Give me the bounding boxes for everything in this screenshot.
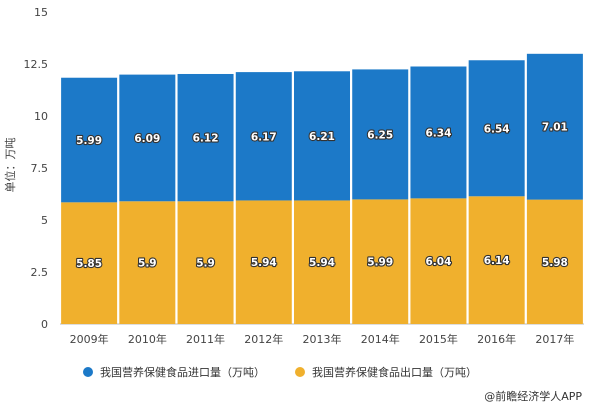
bar-data-label: 6.21 [309, 131, 335, 143]
bar-data-label: 6.17 [251, 131, 277, 143]
x-tick-label: 2009年 [70, 332, 109, 346]
x-tick-label: 2015年 [419, 332, 458, 346]
bar-data-label: 6.12 [193, 133, 219, 145]
legend-entry: 我国营养保健食品出口量（万吨） [312, 365, 477, 379]
bar-data-label: 5.9 [138, 258, 157, 270]
bar-segment-export [177, 201, 234, 324]
bar-data-label: 6.34 [425, 127, 451, 139]
y-tick-label: 0 [41, 318, 48, 331]
x-tick-label: 2013年 [303, 332, 342, 346]
y-tick-label: 2.5 [31, 266, 49, 279]
bar-segment-import [410, 66, 467, 199]
y-tick-label: 12.5 [24, 58, 49, 71]
legend-entry: 我国营养保健食品进口量（万吨） [100, 365, 265, 379]
y-tick-label: 15 [34, 6, 48, 19]
bar-data-label: 6.54 [484, 123, 510, 135]
bar-segment-export [235, 200, 292, 324]
bar-segment-import [352, 69, 409, 200]
y-tick-label: 5 [41, 214, 48, 227]
bar-data-label: 5.98 [542, 257, 568, 269]
bar-segment-export [526, 199, 583, 324]
bar-segment-export [119, 201, 176, 324]
bar-data-label: 5.94 [251, 257, 277, 269]
bar-segment-export [410, 198, 467, 324]
bar-segment-import [61, 77, 118, 203]
x-tick-label: 2012年 [244, 332, 283, 346]
x-tick-label: 2017年 [535, 332, 574, 346]
bar-segment-import [235, 72, 292, 201]
x-tick-label: 2016年 [477, 332, 516, 346]
bar-segment-import [177, 73, 234, 202]
bar-data-label: 5.99 [76, 135, 102, 147]
bar-segment-import [294, 71, 350, 201]
x-tick-label: 2011年 [186, 332, 225, 346]
bar-data-label: 6.09 [134, 133, 160, 145]
bar-data-label: 6.25 [367, 129, 393, 141]
bar-segment-import [526, 53, 583, 200]
x-tick-label: 2014年 [361, 332, 400, 346]
bar-data-label: 5.99 [367, 257, 393, 269]
bar-data-label: 5.94 [309, 257, 335, 269]
bar-data-label: 5.85 [76, 258, 102, 270]
bar-segment-export [294, 200, 350, 324]
legend-marker [295, 367, 305, 377]
bar-segment-import [468, 60, 525, 197]
legend-marker [83, 367, 93, 377]
bar-segment-export [61, 202, 118, 324]
source-credit: @前瞻经济学人APP [484, 389, 582, 403]
y-axis-label: 单位：万吨 [3, 138, 17, 193]
bar-segment-export [352, 199, 409, 324]
x-tick-label: 2010年 [128, 332, 167, 346]
bar-data-label: 6.04 [425, 256, 451, 268]
bar-data-label: 5.9 [196, 258, 215, 270]
y-tick-label: 10 [34, 110, 48, 123]
y-tick-label: 7.5 [31, 162, 49, 175]
bar-segment-export [468, 196, 525, 324]
bar-data-label: 6.14 [484, 255, 510, 267]
bar-data-label: 7.01 [542, 122, 568, 134]
bar-segment-import [119, 74, 176, 202]
